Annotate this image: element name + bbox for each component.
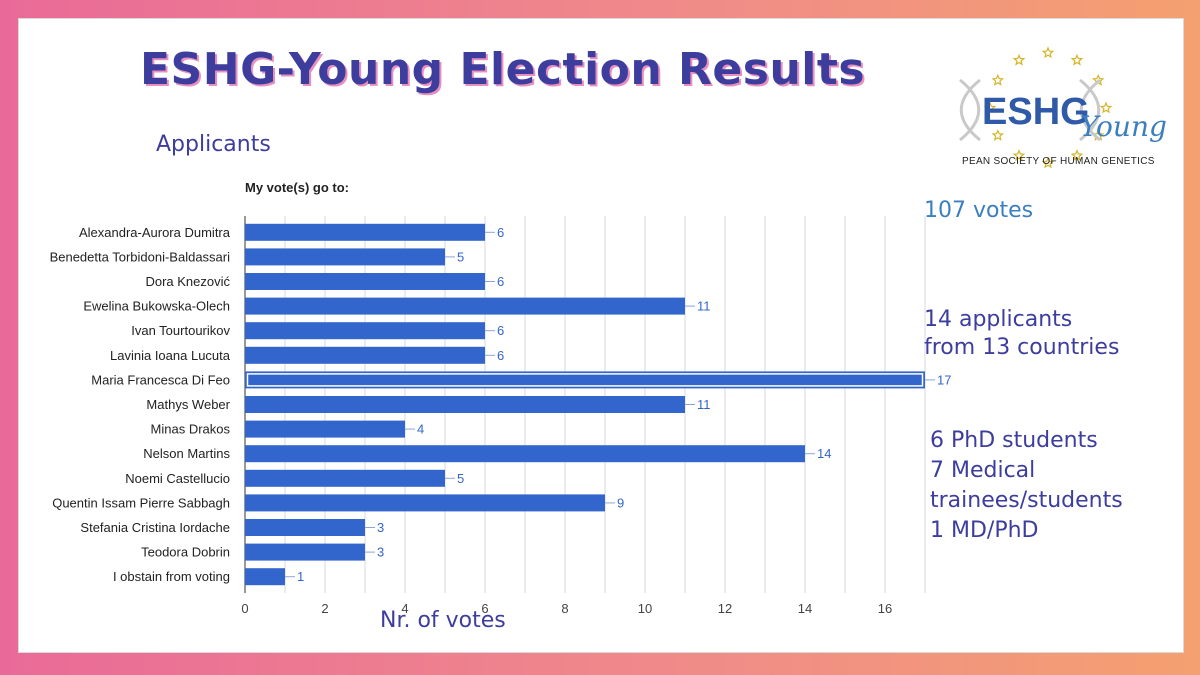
category-label: Maria Francesca Di Feo: [91, 372, 230, 387]
value-label: 17: [937, 372, 951, 387]
chart-value-labels: 6 5 6 11 6 6 17 11 4 14 5 9 3 3 1: [285, 225, 951, 584]
bar-highlight-outline: [246, 373, 924, 387]
bar: [245, 273, 485, 290]
value-label: 1: [297, 569, 304, 584]
students-line-2: 7 Medical: [930, 458, 1036, 483]
logo-star-icon: [983, 101, 997, 114]
value-label: 6: [497, 348, 504, 363]
total-votes-note: 107 votes: [924, 198, 1034, 223]
x-tick-label: 8: [561, 601, 568, 616]
category-label: Noemi Castellucio: [125, 471, 230, 486]
category-label: Minas Drakos: [151, 422, 231, 437]
slide-title: ESHG-Young Election Results: [140, 44, 866, 95]
bar: [245, 223, 485, 241]
bar: [245, 568, 285, 586]
students-note: 6 PhD students 7 Medical trainees/studen…: [930, 426, 1123, 546]
slide-subtitle: Applicants: [156, 132, 271, 157]
value-label: 5: [457, 471, 464, 486]
applicants-line-1: 14 applicants: [924, 307, 1073, 332]
value-label: 5: [457, 249, 464, 264]
value-label: 9: [617, 495, 624, 510]
category-label: I obstain from voting: [113, 569, 230, 584]
chart-title: My vote(s) go to:: [245, 180, 349, 195]
category-label: Stefania Cristina Iordache: [80, 520, 230, 535]
logo-star-icon: [1070, 53, 1084, 66]
bar: [245, 469, 445, 487]
category-label: Alexandra-Aurora Dumitra: [79, 225, 231, 240]
bar: [245, 371, 925, 389]
logo-main-text: ESHG: [982, 91, 1090, 133]
category-label: Dora Knezović: [145, 274, 230, 289]
chart-category-labels: Alexandra-Aurora Dumitra Benedetta Torbid…: [50, 225, 231, 584]
bar: [245, 543, 365, 561]
category-label: Ivan Tourtourikov: [131, 323, 230, 338]
logo-star-icon: [991, 73, 1004, 86]
students-line-4: 1 MD/PhD: [930, 518, 1039, 543]
logo-star-icon: [1012, 149, 1026, 162]
eshg-young-logo: ESHG Young: [959, 46, 1167, 169]
logo-star-icon: [1070, 149, 1084, 162]
x-tick-label: 0: [241, 601, 248, 616]
bar: [245, 519, 365, 536]
logo-script-text: Young: [1080, 110, 1167, 143]
students-line-1: 6 PhD students: [930, 428, 1098, 453]
x-tick-label: 4: [401, 601, 408, 616]
x-tick-label: 10: [638, 601, 652, 616]
category-label: Ewelina Bukowska-Olech: [83, 299, 230, 314]
bar: [245, 420, 405, 438]
x-tick-label: 2: [321, 601, 328, 616]
bar: [245, 494, 605, 512]
value-label: 11: [697, 299, 711, 314]
applicants-line-2: from 13 countries: [924, 335, 1120, 360]
value-label: 11: [697, 397, 711, 412]
logo-star-icon: [1012, 53, 1026, 66]
chart-bars: [245, 223, 925, 586]
bar: [245, 248, 445, 266]
value-label: 14: [817, 446, 831, 461]
value-label: 3: [377, 545, 384, 560]
bar: [245, 322, 485, 340]
category-label: Mathys Weber: [146, 397, 230, 412]
slide-background: [18, 18, 1184, 653]
logo-star-icon: [991, 129, 1004, 141]
category-label: Teodora Dobrin: [141, 545, 230, 560]
value-label: 3: [377, 520, 384, 535]
bar: [245, 346, 485, 364]
value-label: 6: [497, 225, 504, 240]
x-tick-label: 16: [878, 601, 892, 616]
logo-star-icon: [1041, 156, 1055, 169]
value-label: 6: [497, 274, 504, 289]
x-tick-label: 6: [481, 601, 488, 616]
bar: [245, 445, 805, 463]
logo-star-icon: [1099, 101, 1113, 114]
category-label: Quentin Issam Pierre Sabbagh: [52, 495, 230, 510]
logo-caption: PEAN SOCIETY OF HUMAN GENETICS: [962, 156, 1155, 167]
logo-helix: [959, 78, 1101, 142]
logo-star-icon: [1041, 46, 1055, 59]
category-label: Benedetta Torbidoni-Baldassari: [50, 249, 231, 264]
applicants-note: 14 applicants from 13 countries: [924, 306, 1119, 362]
bar: [245, 396, 685, 413]
category-label: Lavinia Ioana Lucuta: [110, 348, 231, 363]
students-line-3: trainees/students: [930, 488, 1123, 513]
x-axis-label: Nr. of votes: [380, 608, 506, 633]
x-tick-label: 12: [718, 601, 732, 616]
value-label: 6: [497, 323, 504, 338]
chart-x-tick-labels: 0 2 4 6 8 10 12 14 16: [241, 601, 892, 616]
value-label: 4: [417, 422, 424, 437]
category-label: Nelson Martins: [143, 446, 230, 461]
bar: [245, 297, 685, 315]
x-tick-label: 14: [798, 601, 812, 616]
